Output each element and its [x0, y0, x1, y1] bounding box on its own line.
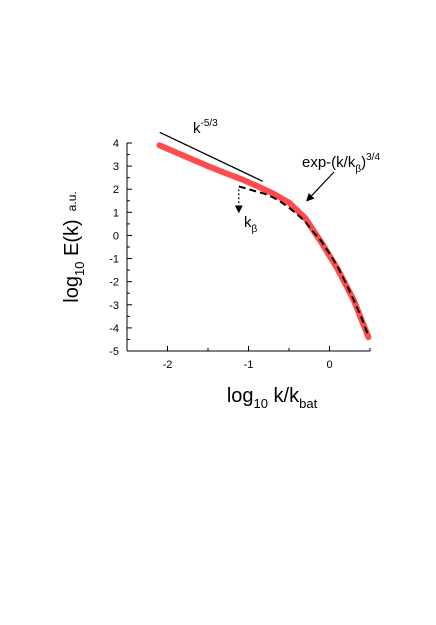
- x-tick-label: -1: [244, 359, 254, 371]
- y-tick-label: 3: [113, 161, 119, 173]
- y-tick-label: -3: [109, 300, 119, 312]
- slope-annotation: k-5/3: [193, 118, 218, 137]
- x-axis-title: log10 k/kbat: [227, 385, 318, 411]
- plot-area: -5 -4 -3 -2 -1 0 1 2 3 4 -2 -1 0: [109, 131, 372, 371]
- y-axis-title: log10 E(k)a.u.: [61, 191, 87, 302]
- y-tick-label: 4: [113, 138, 119, 150]
- slope-reference-line: [159, 131, 263, 182]
- x-tick-label: -2: [163, 359, 173, 371]
- y-tick-label: -1: [109, 254, 119, 266]
- fit-dashed-line: [238, 185, 370, 337]
- exp-arrow: [306, 171, 335, 202]
- x-tick-label: 0: [326, 359, 332, 371]
- kbeta-annotation: kβ: [244, 214, 258, 235]
- y-tick-label: -4: [109, 323, 119, 335]
- y-tick-label: 1: [113, 207, 119, 219]
- y-tick-label: 2: [113, 184, 119, 196]
- exp-annotation: exp-(k/kβ)3/4: [302, 152, 380, 175]
- spectrum-line: [156, 142, 372, 341]
- y-tick-label: 0: [113, 230, 119, 242]
- y-tick-label: -2: [109, 277, 119, 289]
- y-tick-label: -5: [109, 346, 119, 358]
